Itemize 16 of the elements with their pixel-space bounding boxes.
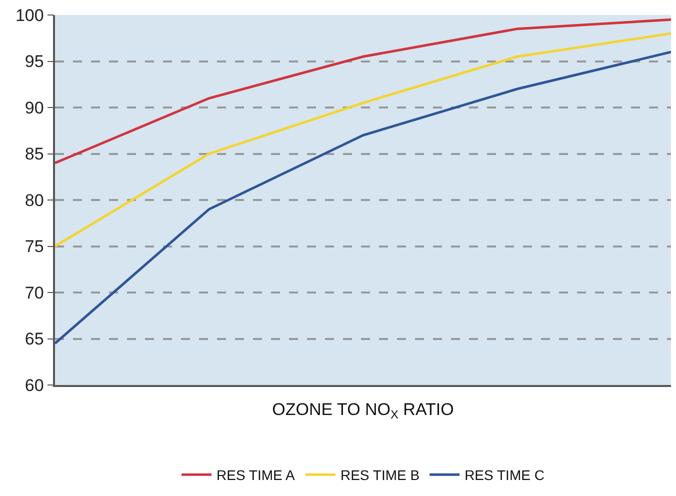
legend-label: RES TIME C <box>464 467 544 484</box>
line-series <box>55 18 671 164</box>
y-tick-label: 70 <box>24 283 44 302</box>
y-tick-label: 90 <box>24 98 44 118</box>
y-tick-label: 85 <box>24 144 44 164</box>
line-series <box>55 50 671 345</box>
y-tick-label: 95 <box>24 52 44 72</box>
y-tick-label: 100 <box>15 6 44 25</box>
y-tick-label: 65 <box>24 330 44 349</box>
y-tick-label: 60 <box>24 376 44 395</box>
y-tick-label: 80 <box>24 190 44 210</box>
legend-label: RES TIME B <box>340 467 420 484</box>
y-tick-label: 75 <box>24 237 44 256</box>
line-series <box>55 32 671 248</box>
legend-label: RES TIME A <box>216 467 296 484</box>
x-axis-title: OZONE TO NO$_{X}$ RATIO <box>272 400 454 422</box>
